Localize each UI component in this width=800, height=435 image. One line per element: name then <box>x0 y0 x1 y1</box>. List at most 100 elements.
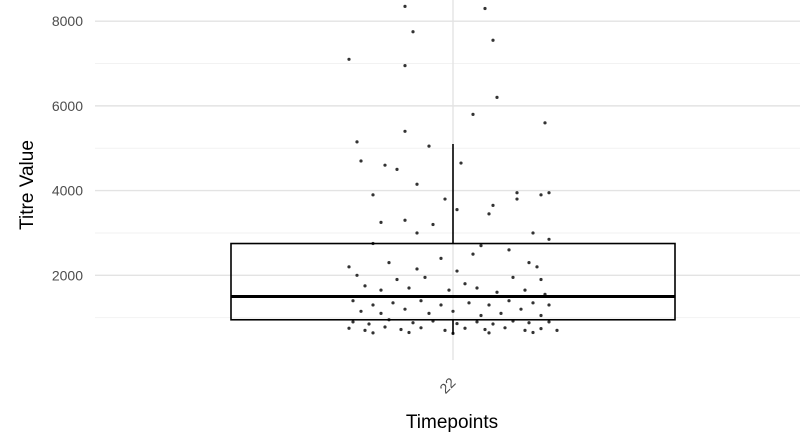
data-point <box>351 320 355 324</box>
data-point <box>443 197 447 201</box>
data-point <box>463 282 467 286</box>
data-point <box>539 277 543 282</box>
data-point <box>439 303 443 307</box>
data-point <box>371 193 375 197</box>
data-point <box>523 288 527 292</box>
data-point <box>491 322 495 326</box>
data-point <box>527 260 531 265</box>
data-point <box>523 328 527 332</box>
data-point <box>395 277 399 282</box>
iqr-box <box>230 242 676 321</box>
data-point <box>423 275 427 280</box>
data-point <box>455 269 459 273</box>
data-point <box>407 330 411 335</box>
data-point <box>347 326 351 330</box>
data-point <box>495 95 499 100</box>
data-point <box>467 301 471 305</box>
data-point <box>455 208 459 212</box>
data-point <box>415 182 419 186</box>
data-point <box>379 288 383 292</box>
data-point <box>447 288 451 292</box>
data-point <box>535 265 539 269</box>
y-tick-label: 8000 <box>52 13 83 29</box>
y-tick-label: 2000 <box>52 267 83 283</box>
data-point <box>415 267 419 271</box>
data-point <box>491 38 495 42</box>
data-point <box>347 265 351 269</box>
data-point <box>547 191 551 195</box>
data-point <box>363 284 367 288</box>
data-point <box>407 286 411 290</box>
data-point <box>403 64 407 68</box>
data-point <box>371 331 375 335</box>
y-axis-title: Titre Value <box>17 140 38 230</box>
data-point <box>547 303 551 307</box>
data-point <box>483 6 487 11</box>
data-point <box>531 231 535 235</box>
data-point <box>511 275 515 280</box>
data-point <box>403 4 407 8</box>
data-point <box>479 244 483 248</box>
data-point <box>555 328 559 332</box>
data-point <box>531 330 535 335</box>
data-point <box>427 144 431 148</box>
data-point <box>495 290 499 294</box>
data-point <box>491 203 495 208</box>
data-point <box>387 260 391 265</box>
data-point <box>455 321 459 326</box>
data-point <box>379 220 383 224</box>
data-point <box>371 303 375 307</box>
axes: Timepoints Titre Value 2000 4000 6000 8000 2… <box>17 13 498 433</box>
data-point <box>507 299 511 303</box>
data-point <box>411 321 415 325</box>
data-point <box>475 286 479 290</box>
box <box>230 144 676 335</box>
data-point <box>487 212 491 216</box>
data-point <box>391 301 395 305</box>
data-point <box>351 299 355 303</box>
data-point <box>471 252 475 256</box>
data-point <box>427 311 431 316</box>
data-point <box>383 325 387 329</box>
data-point <box>487 331 491 335</box>
grid <box>95 0 800 360</box>
data-point <box>539 327 543 331</box>
data-point <box>451 309 455 313</box>
data-point <box>519 307 523 311</box>
data-point <box>363 328 367 332</box>
data-point <box>531 301 535 305</box>
data-point <box>379 311 383 316</box>
data-point <box>403 307 407 311</box>
data-point <box>479 313 483 318</box>
data-point <box>403 218 407 222</box>
data-point <box>403 129 407 133</box>
y-tick-label: 4000 <box>52 183 83 199</box>
data-point <box>539 313 543 318</box>
data-point <box>395 167 399 172</box>
data-point <box>543 121 547 125</box>
data-point <box>439 256 443 260</box>
data-point <box>547 320 551 324</box>
data-point <box>503 326 507 330</box>
data-point <box>507 248 511 252</box>
data-point <box>355 273 359 277</box>
data-point <box>419 299 423 303</box>
data-point <box>419 326 423 330</box>
data-point <box>471 112 475 116</box>
data-point <box>539 193 543 197</box>
y-tick-label: 6000 <box>52 98 83 114</box>
data-point <box>499 311 503 316</box>
data-point <box>547 237 551 241</box>
data-point <box>475 320 479 324</box>
x-tick-label: 22 <box>436 374 458 396</box>
data-point <box>483 327 487 332</box>
data-point <box>515 197 519 201</box>
data-point <box>443 328 447 332</box>
data-point <box>347 57 351 61</box>
x-axis-title: Timepoints <box>406 412 498 433</box>
data-point <box>431 222 435 227</box>
data-point <box>463 326 467 330</box>
data-point <box>459 161 463 165</box>
data-point <box>383 163 387 167</box>
